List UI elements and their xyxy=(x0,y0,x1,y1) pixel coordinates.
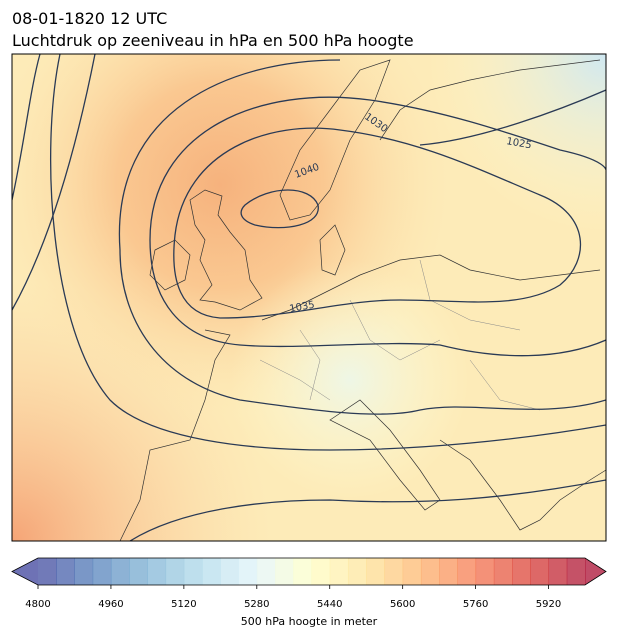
colorbar-segment xyxy=(439,558,458,585)
colorbar-segment xyxy=(92,558,112,585)
colorbar-segment xyxy=(475,558,495,585)
colorbar-tick-label: 4960 xyxy=(98,599,123,610)
colorbar-segment xyxy=(275,558,294,585)
colorbar-tick-label: 4800 xyxy=(25,599,50,610)
borders xyxy=(259,259,541,411)
isobars xyxy=(12,54,606,541)
colorbar-tick-label: 5920 xyxy=(536,599,561,610)
colorbar-segment xyxy=(147,558,167,585)
contour-label: 1025 xyxy=(505,136,532,151)
colorbar-segment xyxy=(311,558,331,585)
colorbar-segment xyxy=(366,558,385,585)
colorbar-segment xyxy=(110,558,130,585)
coastlines xyxy=(119,59,606,541)
colorbar-segment xyxy=(457,558,477,585)
colorbar-segment xyxy=(329,558,349,585)
colorbar-segment xyxy=(129,558,148,585)
colorbar-segment xyxy=(74,558,94,585)
colorbar-segment xyxy=(420,558,440,585)
map-title: 08-01-1820 12 UTC xyxy=(12,9,167,28)
colorbar-extend-high xyxy=(585,558,606,585)
colorbar: 4800 4960 5120 5280 5440 5600 5760 5920 xyxy=(11,557,607,610)
colorbar-segment xyxy=(347,558,367,585)
colorbar-segment xyxy=(220,558,240,585)
colorbar-segment xyxy=(38,558,57,585)
colorbar-segment xyxy=(165,558,185,585)
colorbar-tick-label: 5120 xyxy=(171,599,196,610)
colorbar-segment xyxy=(402,558,422,585)
map-subtitle: Luchtdruk op zeeniveau in hPa en 500 hPa… xyxy=(12,31,414,50)
colorbar-segment xyxy=(566,558,586,585)
colorbar-tick-label: 5760 xyxy=(463,599,488,610)
colorbar-segment xyxy=(530,558,550,585)
colorbar-segment xyxy=(384,558,404,585)
colorbar-tick-label: 5440 xyxy=(317,599,342,610)
colorbar-tick-label: 5600 xyxy=(390,599,415,610)
colorbar-outline xyxy=(11,557,607,586)
colorbar-segment xyxy=(548,558,568,585)
colorbar-segment xyxy=(56,558,75,585)
colorbar-extend-low xyxy=(12,558,38,585)
colorbar-segment xyxy=(493,558,513,585)
map-area: 1040 1030 1025 1035 xyxy=(12,54,606,541)
colorbar-segment xyxy=(238,558,258,585)
colorbar-segment xyxy=(256,558,276,585)
colorbar-label: 500 hPa hoogte in meter xyxy=(241,615,378,628)
colorbar-segment xyxy=(293,558,312,585)
colorbar-tick-label: 5280 xyxy=(244,599,269,610)
map-frame xyxy=(11,53,607,542)
contour-label: 1035 xyxy=(289,300,316,315)
colorbar-segment xyxy=(202,558,221,585)
colorbar-segment xyxy=(183,558,203,585)
colorbar-segment xyxy=(512,558,531,585)
